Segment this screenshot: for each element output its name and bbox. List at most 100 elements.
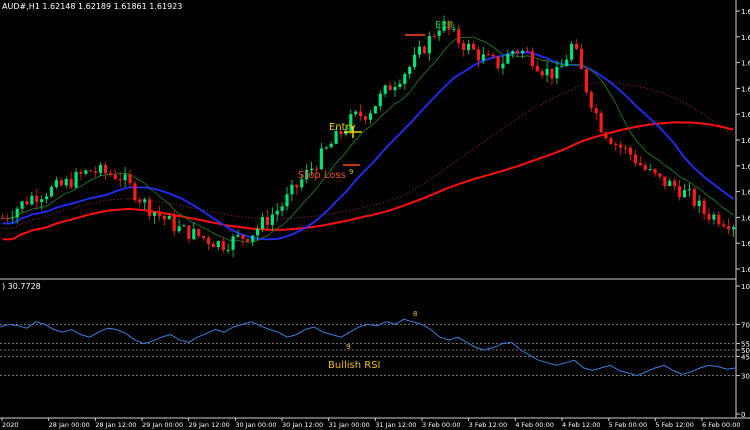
candle-body[interactable] (172, 215, 176, 232)
candle-body[interactable] (310, 168, 314, 171)
candle-body[interactable] (457, 29, 461, 44)
candle-body[interactable] (45, 196, 49, 200)
candle-body[interactable] (432, 36, 436, 38)
candle-body[interactable] (687, 189, 691, 191)
candle-body[interactable] (570, 43, 574, 60)
candle-body[interactable] (226, 249, 230, 251)
candle-body[interactable] (462, 43, 466, 51)
candle-body[interactable] (535, 65, 539, 72)
candle-body[interactable] (177, 226, 181, 232)
candle-body[interactable] (663, 176, 667, 186)
candle-body[interactable] (506, 54, 510, 64)
candle-body[interactable] (624, 147, 628, 149)
candle-body[interactable] (236, 235, 240, 237)
candle-body[interactable] (35, 195, 39, 203)
candle-body[interactable] (398, 83, 402, 87)
candle-body[interactable] (30, 195, 34, 205)
candle-body[interactable] (334, 131, 338, 144)
candle-body[interactable] (609, 138, 613, 144)
candle-body[interactable] (182, 225, 186, 227)
candle-body[interactable] (64, 179, 68, 186)
candle-body[interactable] (256, 228, 260, 236)
candle-body[interactable] (525, 50, 530, 52)
candle-body[interactable] (501, 63, 505, 69)
candle-body[interactable] (442, 21, 446, 31)
candle-body[interactable] (388, 85, 392, 91)
candle-body[interactable] (202, 236, 206, 238)
candle-body[interactable] (682, 189, 687, 198)
candle-body[interactable] (447, 21, 451, 30)
candle-body[interactable] (94, 171, 98, 173)
candle-body[interactable] (496, 56, 500, 69)
candle-body[interactable] (648, 169, 652, 171)
candle-body[interactable] (702, 200, 706, 214)
candle-body[interactable] (658, 173, 662, 177)
candle-body[interactable] (516, 51, 520, 54)
candle-body[interactable] (305, 170, 309, 180)
candle-body[interactable] (241, 235, 245, 239)
candle-body[interactable] (678, 186, 682, 198)
candle-body[interactable] (300, 179, 304, 188)
candle-body[interactable] (5, 218, 9, 220)
candle-body[interactable] (324, 147, 328, 149)
candle-body[interactable] (467, 43, 471, 51)
candle-body[interactable] (373, 106, 377, 114)
candle-body[interactable] (550, 68, 554, 79)
candle-body[interactable] (422, 46, 426, 54)
candle-body[interactable] (138, 200, 142, 203)
candle-body[interactable] (717, 214, 721, 225)
candle-body[interactable] (295, 184, 299, 188)
candle-body[interactable] (403, 74, 407, 84)
candle-body[interactable] (152, 212, 157, 216)
candle-body[interactable] (103, 165, 108, 174)
candle-body[interactable] (555, 67, 559, 79)
candle-body[interactable] (481, 54, 485, 61)
candle-body[interactable] (383, 85, 387, 94)
candle-body[interactable] (692, 189, 696, 207)
candle-body[interactable] (359, 111, 363, 117)
candle-body[interactable] (211, 243, 216, 248)
candle-body[interactable] (319, 148, 323, 170)
candle-body[interactable] (530, 51, 534, 66)
candle-body[interactable] (118, 179, 122, 181)
candle-body[interactable] (476, 49, 480, 61)
candle-body[interactable] (712, 214, 716, 220)
candlesticks[interactable] (0, 15, 736, 258)
candle-body[interactable] (339, 131, 343, 135)
candle-body[interactable] (589, 92, 593, 109)
candle-body[interactable] (197, 228, 201, 237)
candle-body[interactable] (113, 174, 117, 180)
candle-body[interactable] (143, 199, 147, 203)
candle-body[interactable] (123, 174, 127, 181)
candle-body[interactable] (731, 227, 736, 230)
candle-body[interactable] (15, 208, 19, 218)
candle-body[interactable] (40, 199, 44, 203)
candle-body[interactable] (89, 170, 93, 172)
candle-body[interactable] (638, 163, 642, 166)
candle-body[interactable] (84, 170, 88, 174)
candle-body[interactable] (260, 216, 265, 229)
candle-body[interactable] (471, 43, 476, 50)
candle-body[interactable] (54, 180, 58, 187)
candle-body[interactable] (285, 194, 289, 207)
candle-body[interactable] (614, 143, 618, 145)
candle-body[interactable] (25, 201, 29, 205)
candle-body[interactable] (349, 114, 353, 131)
candle-body[interactable] (265, 216, 269, 225)
candle-body[interactable] (128, 174, 132, 184)
candle-body[interactable] (162, 215, 166, 220)
candle-body[interactable] (643, 165, 647, 170)
candle-body[interactable] (619, 144, 623, 148)
candle-body[interactable] (148, 199, 152, 216)
candle-body[interactable] (579, 49, 584, 70)
candle-body[interactable] (673, 180, 677, 187)
candle-body[interactable] (314, 168, 319, 170)
candle-body[interactable] (520, 50, 525, 54)
candle-body[interactable] (417, 46, 422, 55)
candle-body[interactable] (187, 225, 191, 240)
candle-body[interactable] (560, 66, 564, 68)
candle-body[interactable] (354, 111, 358, 115)
candle-body[interactable] (231, 236, 235, 250)
